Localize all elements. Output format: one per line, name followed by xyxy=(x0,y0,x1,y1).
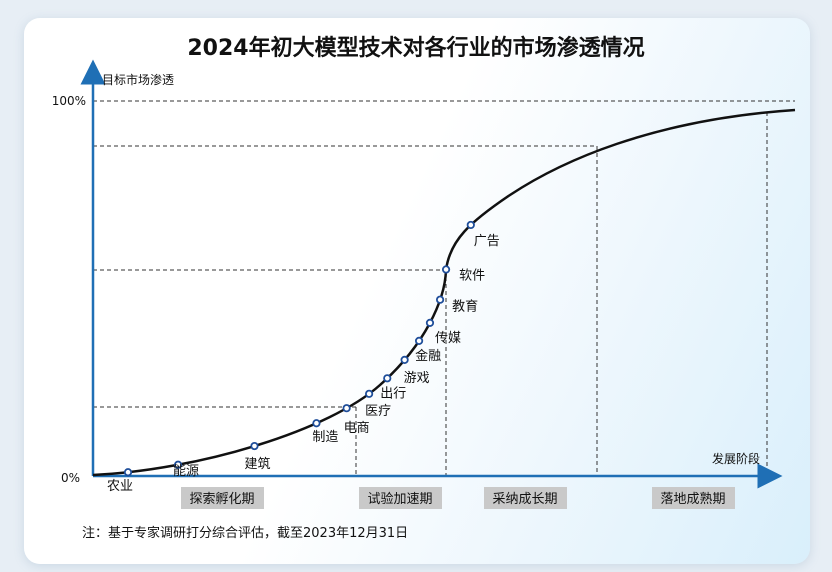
y-axis-title: 目标市场渗透 xyxy=(102,72,174,87)
point-label-2: 能源 xyxy=(173,464,199,479)
y-tick-0: 0% xyxy=(61,471,80,485)
point-label-1: 农业 xyxy=(107,479,133,494)
marker-4 xyxy=(312,419,321,428)
point-label-9: 金融 xyxy=(415,348,441,364)
marker-11 xyxy=(435,295,445,304)
stage-boxes: 探索孵化期 试验加速期 采纳成长期 落地成熟期 xyxy=(181,487,735,509)
stage-box-2 xyxy=(359,487,442,509)
marker-2 xyxy=(173,460,183,469)
point-label-3: 建筑 xyxy=(244,456,270,472)
marker-5 xyxy=(342,404,351,413)
marker-10 xyxy=(425,318,435,327)
marker-8 xyxy=(400,355,409,365)
stage-label-1: 探索孵化期 xyxy=(189,492,254,507)
marker-1 xyxy=(123,468,133,477)
point-label-12: 软件 xyxy=(459,268,485,283)
x-axis-title: 发展阶段 xyxy=(712,451,760,466)
stage-label-2: 试验加速期 xyxy=(367,491,432,507)
stage-box-3 xyxy=(484,487,567,509)
marker-3 xyxy=(250,441,259,451)
marker-13 xyxy=(466,220,475,230)
marker-12 xyxy=(441,265,451,274)
marker-7 xyxy=(383,374,392,383)
point-label-5: 电商 xyxy=(344,421,370,436)
marker-9 xyxy=(414,336,424,346)
point-label-8: 游戏 xyxy=(404,371,430,386)
adoption-curve xyxy=(92,108,796,477)
point-label-10: 传媒 xyxy=(435,331,461,346)
point-label-6: 医疗 xyxy=(365,404,391,419)
point-label-13: 广告 xyxy=(474,234,500,249)
marker-6 xyxy=(365,389,374,398)
point-label-11: 教育 xyxy=(452,299,478,315)
chart-card xyxy=(24,18,810,564)
stage-box-4 xyxy=(652,487,735,509)
stage-box-1 xyxy=(181,487,264,509)
chart-title: 2024年初大模型技术对各行业的市场渗透情况 xyxy=(187,36,645,61)
point-label-4: 制造 xyxy=(312,430,338,445)
point-label-7: 出行 xyxy=(380,386,406,401)
footnote: 注：基于专家调研打分综合评估，截至2023年12月31日 xyxy=(82,526,409,541)
stage-label-3: 采纳成长期 xyxy=(492,492,557,507)
y-tick-100: 100% xyxy=(52,94,86,108)
stage-label-4: 落地成熟期 xyxy=(660,491,725,507)
